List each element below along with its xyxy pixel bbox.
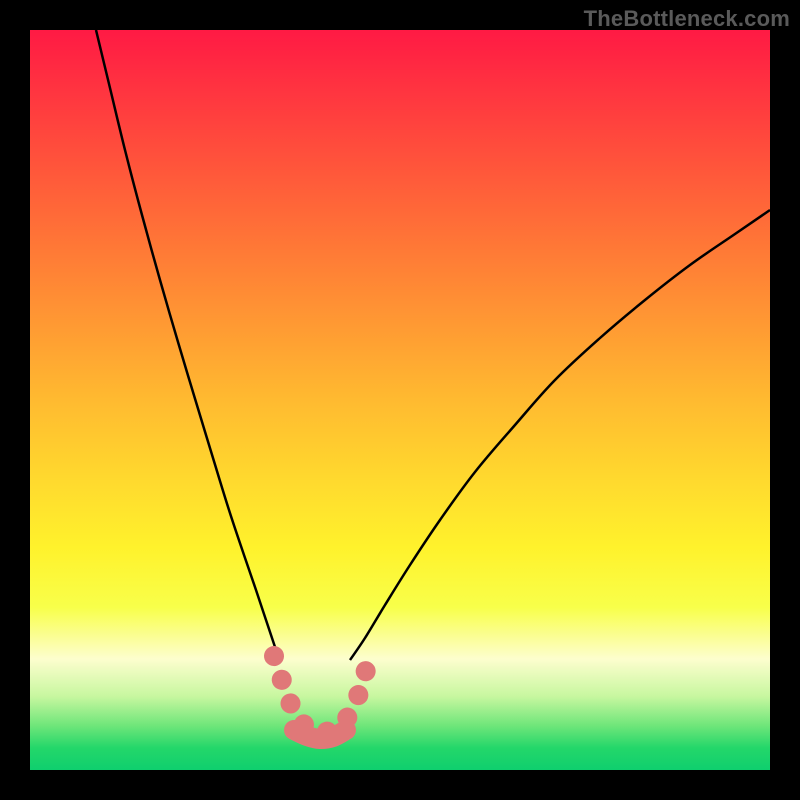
right-curve (350, 210, 770, 660)
chart-root: TheBottleneck.com (0, 0, 800, 800)
curve-layer (30, 30, 770, 770)
left-curve (96, 30, 280, 662)
bottom-marker-dots (274, 656, 370, 732)
plot-area (30, 30, 770, 770)
watermark-text: TheBottleneck.com (584, 6, 790, 32)
bottom-solid-segment (294, 730, 346, 739)
